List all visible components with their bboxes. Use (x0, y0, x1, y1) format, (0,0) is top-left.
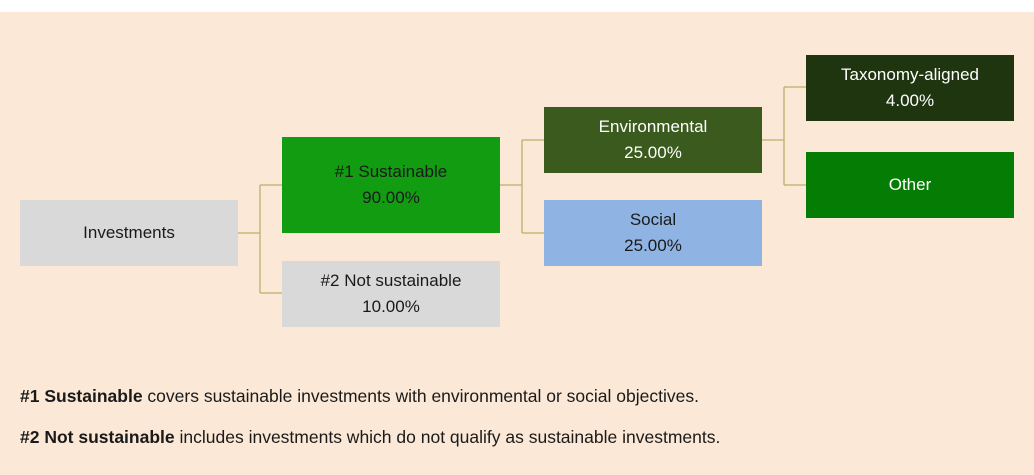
node-taxonomy-aligned: Taxonomy-aligned 4.00% (806, 55, 1014, 121)
node-environmental: Environmental 25.00% (544, 107, 762, 173)
diagram-panel: Investments #1 Sustainable 90.00% #2 Not… (0, 12, 1034, 475)
note: #2 Not sustainable includes investments … (20, 427, 720, 448)
note-text: covers sustainable investments with envi… (142, 386, 699, 406)
node-not-sustainable: #2 Not sustainable 10.00% (282, 261, 500, 327)
node-other: Other (806, 152, 1014, 218)
node-value: 4.00% (885, 91, 935, 110)
note-text: includes investments which do not qualif… (174, 427, 721, 447)
node-value: 25.00% (624, 236, 682, 255)
node-label: #2 Not sustainable (320, 271, 462, 290)
note-term: #2 Not sustainable (20, 427, 175, 447)
node-label: Taxonomy-aligned (841, 65, 979, 84)
node-value: 90.00% (362, 188, 420, 207)
node-label: Other (888, 175, 932, 194)
node-value: 25.00% (624, 143, 682, 162)
note-term: #1 Sustainable (20, 386, 143, 406)
node-investments: Investments (20, 200, 238, 266)
note: #1 Sustainable covers sustainable invest… (20, 386, 699, 407)
node-label: Environmental (598, 117, 708, 136)
node-label: Investments (83, 223, 175, 242)
node-sustainable: #1 Sustainable 90.00% (282, 137, 500, 233)
node-label: #1 Sustainable (334, 162, 448, 181)
node-label: Social (629, 210, 677, 229)
node-value: 10.00% (362, 297, 420, 316)
node-social: Social 25.00% (544, 200, 762, 266)
connectors (238, 86, 806, 294)
